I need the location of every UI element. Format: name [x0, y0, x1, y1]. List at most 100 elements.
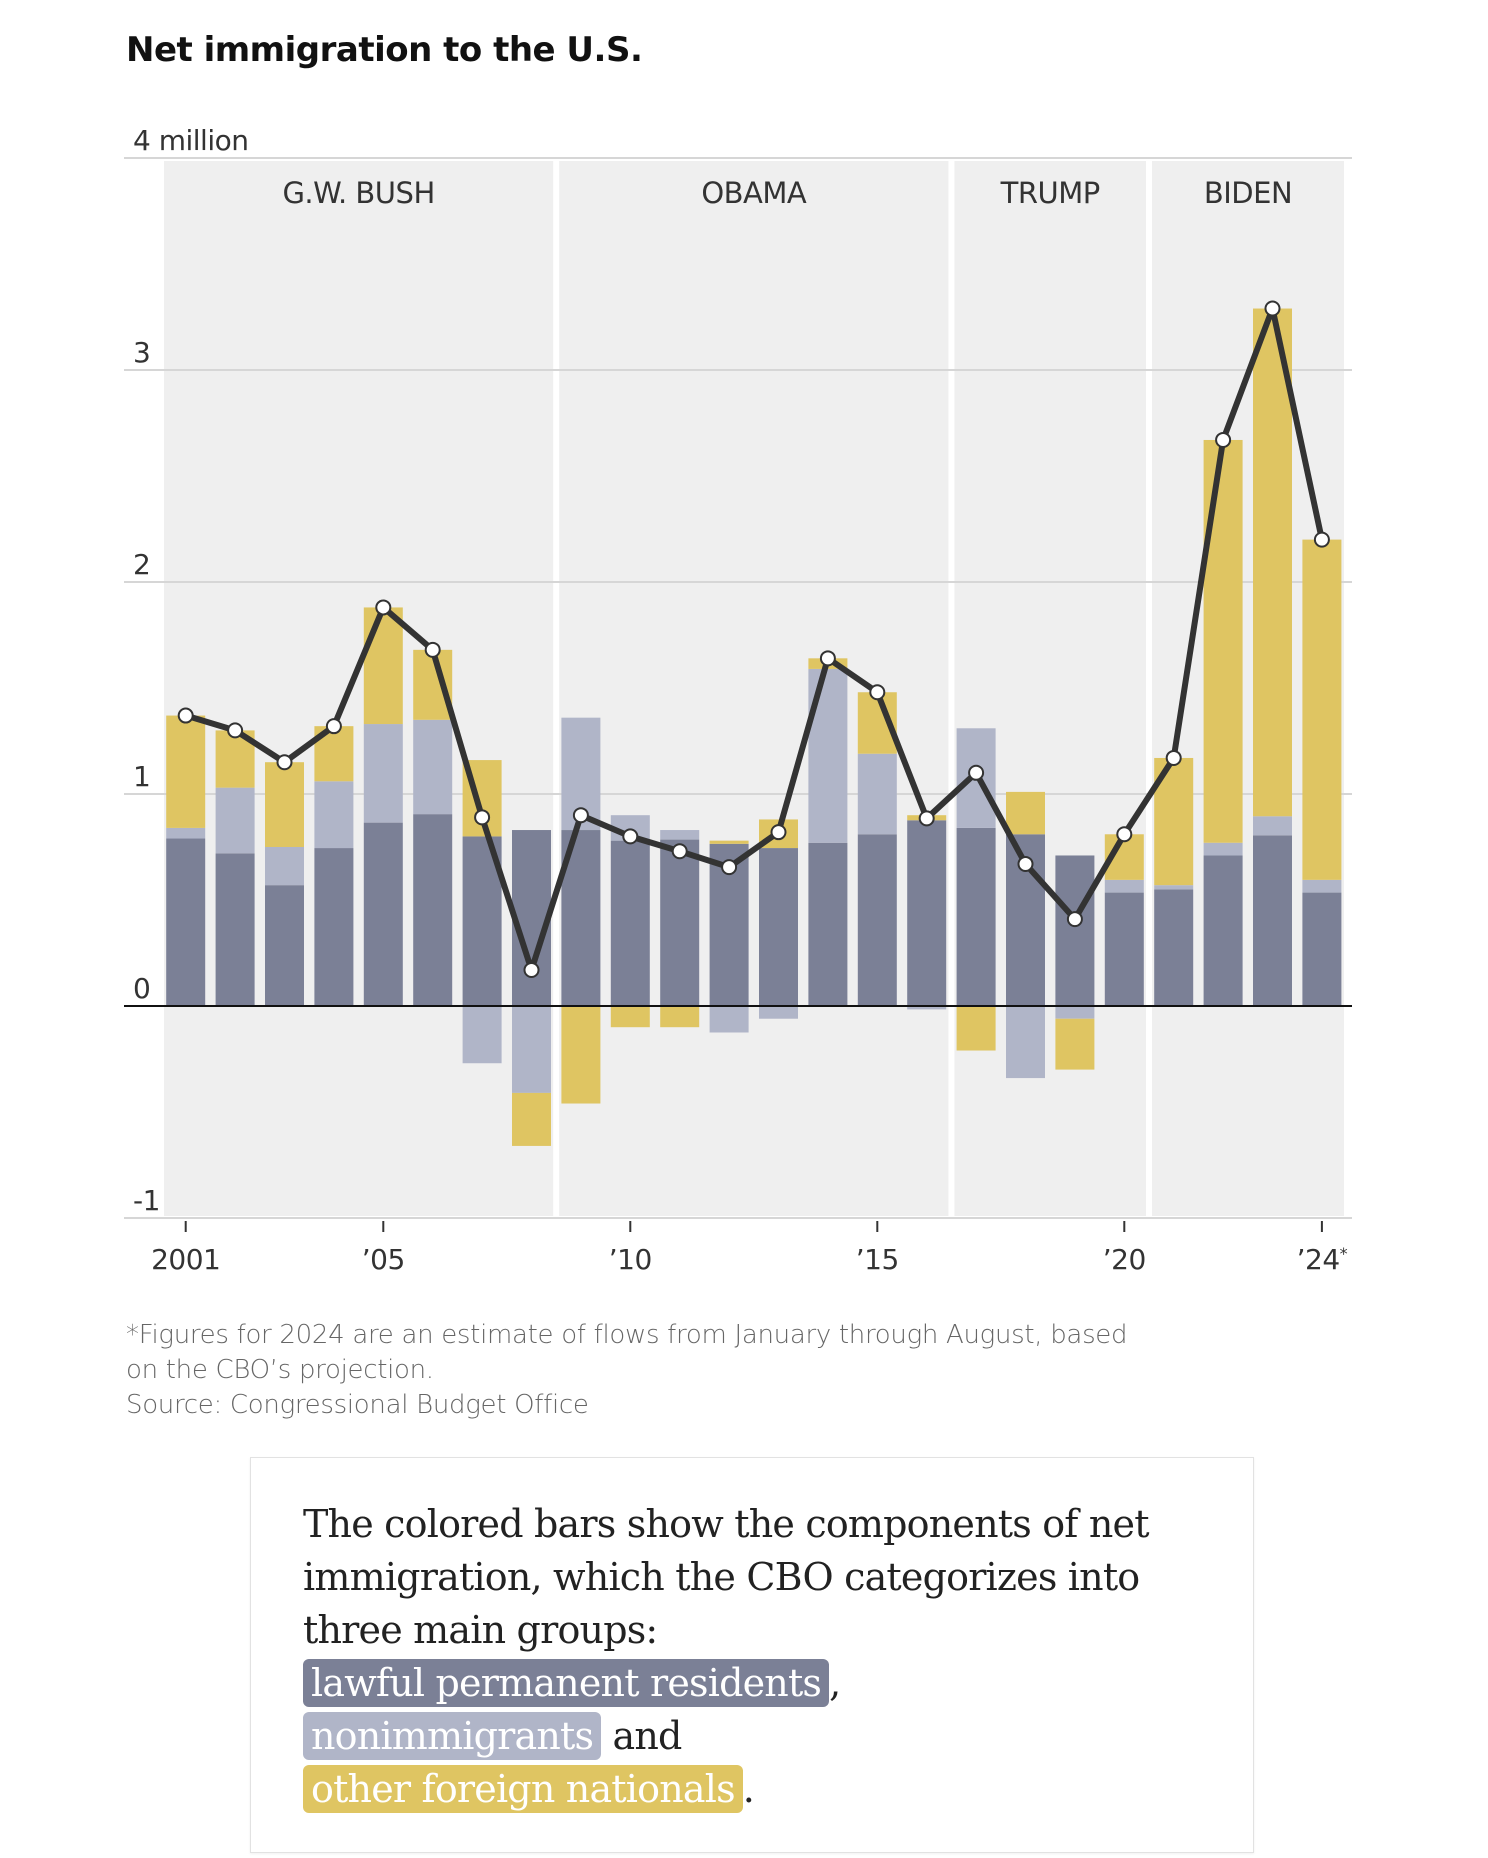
- net-point-2019: [1066, 911, 1083, 928]
- net-point-2017: [968, 764, 985, 781]
- net-point-2014: [819, 650, 836, 667]
- chart-svg: 4 million 3 2 1 0 -1 2001 ’05 ’10 ’15 ’20 ’24* G.W…: [124, 124, 1352, 1276]
- net-point-2007: [474, 809, 491, 826]
- net-point-2021: [1165, 749, 1182, 766]
- net-point-2001: [177, 707, 194, 724]
- bar-ni-2021: [1154, 885, 1194, 890]
- y-tick-label: 2: [133, 548, 150, 581]
- bar-lpr-2015: [857, 834, 897, 1006]
- net-point-2008: [523, 961, 540, 978]
- bar-ni-2001: [166, 827, 206, 839]
- y-tick-label: 0: [133, 972, 150, 1005]
- bar-lpr-2014: [808, 842, 848, 1006]
- x-tick-label: 2001: [151, 1243, 220, 1276]
- x-tick-label: ’10: [609, 1243, 652, 1276]
- bar-other-2019: [1055, 1018, 1095, 1070]
- x-tick-label: ’20: [1103, 1243, 1146, 1276]
- bar-ni-2012: [709, 1006, 749, 1033]
- net-point-2020: [1116, 826, 1133, 843]
- era-label: OBAMA: [701, 176, 807, 210]
- net-point-2022: [1215, 431, 1232, 448]
- y-tick-label: 1: [133, 760, 150, 793]
- footnote-line-2: on the CBO’s projection.: [126, 1355, 434, 1385]
- annotation-box: The colored bars show the components of …: [250, 1457, 1254, 1853]
- bar-ni-2016: [907, 1006, 947, 1010]
- bar-ni-2007: [462, 1006, 502, 1064]
- bar-ni-2006: [413, 719, 453, 815]
- net-point-2006: [424, 641, 441, 658]
- era-labels: G.W. BUSH OBAMA TRUMP BIDEN: [282, 176, 1292, 210]
- net-point-2024: [1313, 531, 1330, 548]
- bar-ni-2024: [1302, 879, 1342, 893]
- y-tick-label: -1: [133, 1184, 160, 1217]
- bar-lpr-2004: [314, 848, 354, 1006]
- x-axis: 2001 ’05 ’10 ’15 ’20 ’24*: [124, 1217, 1352, 1276]
- bar-other-2001: [166, 715, 206, 828]
- era-label: BIDEN: [1204, 176, 1292, 210]
- bar-lpr-2001: [166, 838, 206, 1006]
- x-tick-label: ’24*: [1297, 1243, 1348, 1276]
- bar-other-2010: [610, 1006, 650, 1028]
- bar-lpr-2021: [1154, 889, 1194, 1006]
- annotation-sep-1: ,: [829, 1661, 841, 1705]
- bar-other-2022: [1203, 439, 1243, 843]
- bar-ni-2002: [215, 787, 255, 854]
- x-tick-label: ’15: [856, 1243, 899, 1276]
- era-label: TRUMP: [1000, 176, 1100, 210]
- bar-ni-2011: [660, 830, 700, 840]
- net-immigration-line: [184, 305, 1325, 973]
- bar-ni-2005: [363, 724, 403, 823]
- net-point-2012: [721, 859, 738, 876]
- bar-lpr-2013: [759, 848, 798, 1006]
- annotation-intro: The colored bars show the components of …: [303, 1502, 1149, 1652]
- net-point-2002: [227, 722, 244, 739]
- bar-ni-2018: [1006, 1006, 1045, 1079]
- bar-ni-2019: [1055, 1006, 1095, 1019]
- bar-ni-2014: [808, 668, 848, 843]
- bar-lpr-2024: [1302, 892, 1342, 1006]
- bar-other-2023: [1253, 308, 1292, 817]
- net-point-2003: [276, 754, 293, 771]
- bar-other-2003: [265, 762, 304, 847]
- footnote-marker: *: [1340, 1244, 1348, 1263]
- legend-chip-nonimmigrants: nonimmigrants: [303, 1712, 602, 1760]
- bar-ni-2013: [759, 1006, 798, 1019]
- era-panel: [954, 161, 1146, 1216]
- bar-other-2009: [561, 1006, 601, 1104]
- bar-ni-2003: [265, 847, 304, 886]
- bar-lpr-2005: [363, 822, 403, 1006]
- bar-lpr-2016: [907, 820, 947, 1006]
- x-tick-label: ’05: [362, 1243, 405, 1276]
- legend-chip-lawful-permanent-residents: lawful permanent residents: [303, 1659, 830, 1707]
- bar-lpr-2002: [215, 853, 255, 1006]
- y-tick-label: 3: [133, 336, 150, 369]
- bar-lpr-2003: [265, 885, 304, 1006]
- bar-lpr-2023: [1253, 835, 1292, 1006]
- bar-lpr-2011: [660, 839, 700, 1006]
- bar-other-2011: [660, 1006, 700, 1028]
- bar-lpr-2019: [1055, 855, 1095, 1006]
- net-point-2005: [375, 599, 392, 616]
- legend-chip-other-foreign-nationals: other foreign nationals: [303, 1765, 743, 1813]
- y-tick-label: 4 million: [133, 124, 248, 157]
- net-point-2016: [918, 810, 935, 827]
- bar-lpr-2020: [1104, 892, 1144, 1006]
- bar-lpr-2010: [610, 840, 650, 1006]
- bar-other-2008: [512, 1092, 551, 1146]
- bar-other-2017: [956, 1006, 996, 1051]
- net-point-2011: [671, 843, 688, 860]
- net-point-2018: [1017, 855, 1034, 872]
- bar-other-2024: [1302, 539, 1342, 880]
- net-point-2009: [572, 807, 589, 824]
- footnote-line-1: *Figures for 2024 are an estimate of flo…: [126, 1320, 1128, 1350]
- annotation-end: .: [742, 1767, 755, 1811]
- bar-ni-2023: [1253, 816, 1292, 836]
- bar-ni-2015: [857, 753, 897, 835]
- bar-other-2005: [363, 607, 403, 725]
- chart-title: Net immigration to the U.S.: [126, 30, 643, 70]
- bar-other-2018: [1006, 791, 1045, 835]
- bar-other-2012: [709, 840, 749, 844]
- net-point-2015: [869, 684, 886, 701]
- footnote: *Figures for 2024 are an estimate of flo…: [126, 1318, 1356, 1423]
- net-points: [177, 300, 1330, 978]
